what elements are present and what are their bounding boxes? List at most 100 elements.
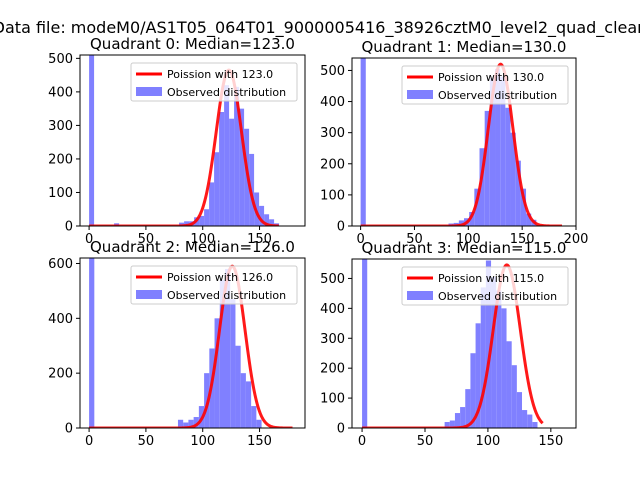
- histogram-bar: [184, 221, 190, 226]
- histogram-bar: [520, 188, 527, 226]
- y-tick-label: 300: [48, 119, 73, 134]
- plot-area: [89, 258, 293, 428]
- histogram-bar: [239, 108, 245, 226]
- histogram-bar: [204, 209, 210, 226]
- histogram-bar: [458, 220, 464, 226]
- histogram-bar: [496, 290, 502, 428]
- histogram-bar: [235, 345, 241, 428]
- y-tick-label: 100: [320, 188, 345, 203]
- y-tick-label: 0: [337, 220, 345, 235]
- histogram-bar: [485, 260, 492, 428]
- histogram-bar: [484, 110, 490, 226]
- legend-hist-swatch: [136, 290, 162, 299]
- y-tick-label: 100: [48, 186, 73, 201]
- histogram-bar: [480, 287, 486, 428]
- legend-hist-label: Observed distribution: [167, 289, 286, 302]
- x-tick-label: 0: [358, 434, 366, 449]
- x-tick-label: 200: [564, 232, 589, 247]
- x-tick-label: 100: [190, 434, 215, 449]
- y-tick-label: 400: [48, 312, 73, 327]
- histogram-bar: [269, 219, 275, 226]
- histogram-bar: [229, 118, 235, 226]
- histogram-bar: [489, 78, 496, 226]
- histogram-bar: [527, 414, 533, 428]
- legend-hist-swatch: [407, 90, 433, 99]
- legend-fit-label: Poission with 123.0: [167, 68, 273, 81]
- legend-fit-label: Poission with 130.0: [438, 71, 544, 84]
- subplot-quadrant-3: 0 50 100 150 0 100 200 300 400 500 Quadrant 3: Med…: [320, 239, 577, 449]
- y-tick-label: 200: [320, 362, 345, 377]
- y-tick-label: 500: [320, 64, 345, 79]
- y-tick-label: 400: [48, 85, 73, 100]
- legend-hist-swatch: [136, 87, 162, 96]
- y-tick-label: 0: [65, 220, 73, 235]
- y-tick-label: 200: [48, 367, 73, 382]
- histogram-bar: [259, 205, 265, 226]
- histogram-bar: [234, 86, 240, 226]
- x-tick-label: 50: [406, 232, 423, 247]
- histogram-bar: [89, 258, 95, 428]
- axes-frame: [351, 57, 577, 227]
- histogram-bar: [532, 422, 538, 428]
- poisson-fit-line: [360, 62, 562, 226]
- legend-hist-label: Observed distribution: [167, 86, 286, 99]
- plot-area: [360, 58, 562, 226]
- x-tick-label: 100: [475, 434, 500, 449]
- x-tick-label: 150: [510, 232, 535, 247]
- histogram-bar: [470, 353, 476, 428]
- y-tick-label: 0: [65, 422, 73, 437]
- histogram-bar: [245, 381, 252, 428]
- histogram-bar: [495, 68, 501, 226]
- legend-box: [130, 265, 298, 305]
- histogram-bar: [219, 112, 225, 226]
- subplot-quadrant-1: 0 50 100 150 200 0 100 200 300 400 500 Quadrant 1: …: [320, 38, 588, 247]
- y-tick-label: 100: [320, 392, 345, 407]
- subplot-quadrant-0: 0 50 100 150 0 100 200 300 400 500 Quadrant 0: Med…: [48, 35, 306, 247]
- histogram-bar: [474, 188, 480, 226]
- x-tick-label: 0: [85, 232, 93, 247]
- histogram-bar: [526, 213, 532, 226]
- histogram-bar: [214, 318, 220, 428]
- histogram-bar: [500, 76, 506, 226]
- legend-fit-label: Poission with 115.0: [438, 272, 544, 285]
- legend: Poission with 115.0 Observed distribution: [401, 266, 569, 306]
- histogram-bar: [491, 276, 497, 428]
- y-tick-label: 200: [48, 152, 73, 167]
- x-tick-label: 150: [538, 434, 563, 449]
- histogram-bar: [511, 365, 517, 428]
- y-tick-label: 200: [320, 157, 345, 172]
- plot-area: [362, 259, 544, 428]
- legend-hist-swatch: [407, 291, 433, 300]
- histogram-bar: [225, 268, 231, 428]
- y-tick-label: 500: [48, 52, 73, 67]
- y-tick-label: 400: [320, 302, 345, 317]
- histogram-bar: [362, 259, 368, 428]
- histogram-bar: [188, 419, 194, 428]
- histogram-bar: [469, 212, 475, 226]
- histogram-bar: [460, 407, 466, 428]
- legend: Poission with 123.0 Observed distribution: [130, 62, 298, 102]
- histogram-bar: [209, 182, 215, 226]
- legend-box: [130, 62, 298, 102]
- y-tick-label: 300: [320, 126, 345, 141]
- subplot-title: Quadrant 2: Median=126.0: [90, 238, 295, 256]
- x-tick-label: 150: [247, 434, 272, 449]
- axes-frame: [79, 54, 306, 227]
- poisson-fit-line: [89, 264, 293, 428]
- x-tick-label: 100: [456, 232, 481, 247]
- histogram-bar: [183, 422, 189, 428]
- y-tick-label: 0: [337, 422, 345, 437]
- histogram-bar: [230, 299, 236, 428]
- histogram-bar: [501, 308, 507, 428]
- histogram-bar: [479, 148, 485, 226]
- x-tick-label: 150: [247, 232, 272, 247]
- histogram-bar: [465, 389, 471, 428]
- y-tick-label: 500: [320, 272, 345, 287]
- histogram-bar: [505, 107, 511, 226]
- histogram-bar: [444, 422, 450, 428]
- legend: Poission with 130.0 Observed distribution: [401, 65, 569, 105]
- histogram-bar: [240, 373, 246, 428]
- histogram-bar: [515, 160, 521, 226]
- legend-box: [401, 65, 569, 105]
